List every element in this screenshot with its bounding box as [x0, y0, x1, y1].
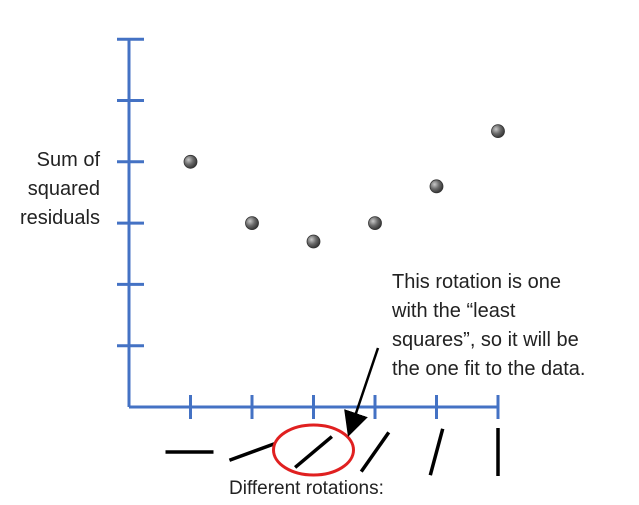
y-axis-label: Sum of squared residuals [0, 146, 100, 233]
rotation-glyphs [165, 423, 500, 477]
annotation-line-2: with the “least [392, 300, 516, 322]
data-points [183, 124, 505, 249]
annotation-arrow [344, 347, 380, 437]
data-point [368, 216, 382, 231]
y-axis-label-line-2: squared [27, 178, 100, 200]
annotation-line-1: This rotation is one [392, 271, 561, 293]
data-point [491, 124, 505, 139]
annotation-line-3: squares”, so it will be [392, 329, 579, 351]
data-point [245, 216, 259, 231]
annotation-text: This rotation is one with the “least squ… [392, 268, 632, 384]
axes [117, 37, 500, 419]
data-point [183, 154, 198, 169]
y-axis-label-line-3: residuals [19, 207, 100, 229]
data-point [429, 179, 444, 194]
annotation-line-4: the one fit to the data. [392, 358, 586, 380]
rotation-line [228, 442, 276, 462]
x-axis-label: Different rotations: [229, 478, 384, 499]
highlight-ellipse [272, 423, 355, 477]
rotation-line [428, 428, 445, 476]
data-point [306, 234, 321, 249]
rotation-line [359, 431, 391, 473]
y-axis-label-line-1: Sum of [36, 149, 100, 171]
rotation-line [293, 435, 334, 469]
